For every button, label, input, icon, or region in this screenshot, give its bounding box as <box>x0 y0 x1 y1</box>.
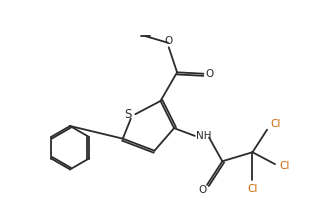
Text: Cl: Cl <box>270 119 280 129</box>
Text: Cl: Cl <box>247 184 258 194</box>
Text: Cl: Cl <box>280 161 290 171</box>
Text: S: S <box>124 108 132 121</box>
Text: O: O <box>198 185 206 195</box>
Text: O: O <box>164 36 172 46</box>
Text: O: O <box>205 69 214 79</box>
Text: NH: NH <box>197 131 212 141</box>
